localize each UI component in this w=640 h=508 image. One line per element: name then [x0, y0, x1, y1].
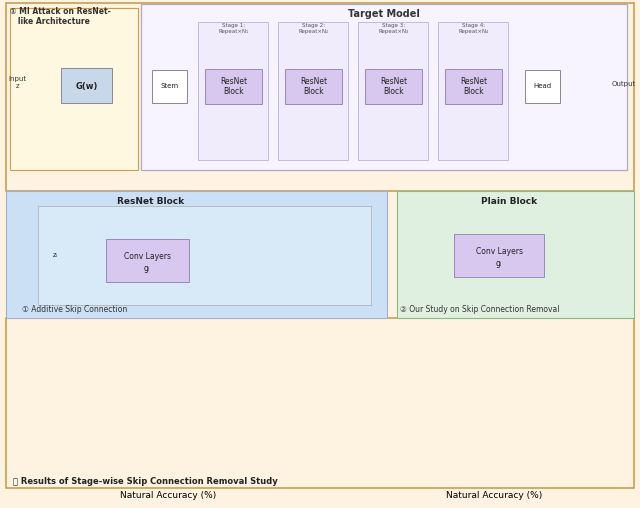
Point: [60, 406, 70, 414]
Point: [403, 414, 413, 422]
Point: [466, 396, 476, 404]
Point: [591, 336, 601, 344]
Text: Conv Layers: Conv Layers: [476, 247, 523, 256]
Y-axis label: Attack Accuracy (%): Attack Accuracy (%): [8, 354, 18, 446]
Title: Empirical Results on ResNet-101: Empirical Results on ResNet-101: [88, 313, 248, 323]
Point: [117, 400, 127, 408]
X-axis label: Natural Accuracy (%): Natural Accuracy (%): [120, 491, 216, 500]
Text: ① Additive Skip Connection: ① Additive Skip Connection: [22, 305, 127, 314]
Text: z: z: [15, 83, 19, 89]
Point: [266, 364, 276, 372]
Point: [163, 384, 173, 392]
Point: [60, 390, 70, 398]
Text: Plain Block: Plain Block: [481, 197, 537, 206]
Point: [372, 464, 382, 472]
Point: [544, 349, 554, 357]
Legend: Full, Skip-1 Removed, Skip-2 Removed, Skip-4 Removed: Full, Skip-1 Removed, Skip-2 Removed, Sk…: [548, 437, 624, 471]
Point: [466, 463, 476, 471]
Point: [163, 361, 173, 369]
Text: gᵢ: gᵢ: [496, 259, 502, 268]
Text: Stage 1:
Repeat×N₁: Stage 1: Repeat×N₁: [218, 23, 249, 34]
Text: Target Model: Target Model: [348, 9, 420, 19]
Point: [372, 402, 382, 410]
Text: Stage 4:
Repeat×N₄: Stage 4: Repeat×N₄: [458, 23, 489, 34]
Point: [372, 384, 382, 392]
Point: [607, 330, 617, 338]
Point: [266, 363, 276, 371]
Point: [60, 459, 70, 467]
Point: [466, 368, 476, 376]
Text: Output: Output: [612, 81, 636, 87]
Title: Empirical Results on DenseNet-121: Empirical Results on DenseNet-121: [408, 313, 581, 323]
Point: [544, 375, 554, 383]
Text: ① MI Attack on ResNet-
   like Architecture: ① MI Attack on ResNet- like Architecture: [10, 7, 110, 26]
X-axis label: Natural Accuracy (%): Natural Accuracy (%): [446, 491, 543, 500]
Text: ② Our Study on Skip Connection Removal: ② Our Study on Skip Connection Removal: [400, 305, 559, 314]
Text: Stem: Stem: [161, 83, 179, 89]
Text: Stage 2:
Repeat×N₂: Stage 2: Repeat×N₂: [298, 23, 329, 34]
Text: zᵢ: zᵢ: [52, 252, 58, 258]
Text: ResNet
Block: ResNet Block: [380, 77, 407, 96]
Legend: Full, Skip-1 Removed, Skip-2 Removed, Skip-4 Removed: Full, Skip-1 Removed, Skip-2 Removed, Sk…: [222, 437, 298, 471]
Text: G(w): G(w): [76, 82, 97, 91]
Text: ⓳ Results of Stage-wise Skip Connection Removal Study: ⓳ Results of Stage-wise Skip Connection …: [13, 477, 278, 486]
Point: [266, 333, 276, 341]
Point: [466, 387, 476, 395]
Point: [117, 443, 127, 452]
Point: [559, 384, 570, 392]
Text: ResNet
Block: ResNet Block: [220, 77, 247, 96]
Text: ResNet
Block: ResNet Block: [460, 77, 487, 96]
Point: [266, 398, 276, 406]
Text: gᵢ: gᵢ: [144, 264, 150, 273]
Point: [591, 368, 601, 376]
Point: [559, 342, 570, 350]
Point: [481, 462, 492, 470]
Text: Head: Head: [534, 83, 552, 89]
Text: Stage 3:
Repeat×N₃: Stage 3: Repeat×N₃: [378, 23, 409, 34]
Point: [60, 420, 70, 428]
Y-axis label: Attack Accuracy (%): Attack Accuracy (%): [335, 354, 344, 446]
Point: [559, 371, 570, 379]
Text: ResNet
Block: ResNet Block: [300, 77, 327, 96]
Text: Conv Layers: Conv Layers: [124, 252, 171, 261]
Text: Input: Input: [8, 76, 26, 82]
Text: ResNet Block: ResNet Block: [117, 197, 184, 206]
